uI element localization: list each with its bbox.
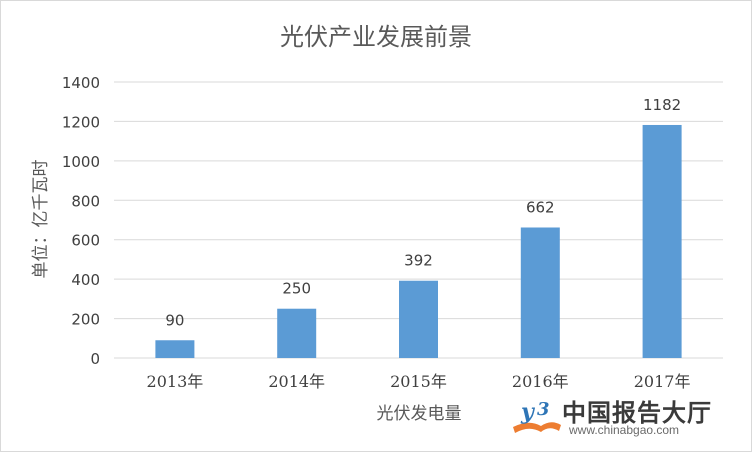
- y-tick-label: 1200: [62, 113, 100, 131]
- x-axis-ticks: 2013年 2014年 2015年 2016年 2017年: [147, 372, 691, 391]
- x-tick-label: 2015年: [390, 372, 447, 391]
- x-tick-label: 2017年: [634, 372, 691, 391]
- watermark-url: www.chinabgao.com: [569, 423, 680, 437]
- bars: [155, 124, 682, 358]
- data-labels: 90 250 392 662 1182: [165, 96, 681, 329]
- watermark: y 3 中国报告大厅 www.chinabgao.com: [507, 393, 737, 439]
- x-tick-label: 2013年: [147, 372, 204, 391]
- bar: [520, 227, 560, 358]
- data-label: 662: [526, 198, 555, 216]
- y-tick-label: 1000: [62, 153, 100, 171]
- bar: [642, 124, 682, 358]
- y-axis-title: 单位：亿千瓦时: [31, 160, 51, 279]
- chart-title: 光伏产业发展前景: [280, 23, 472, 51]
- svg-text:3: 3: [537, 399, 550, 420]
- data-label: 392: [404, 252, 433, 270]
- y-axis-ticks: 0 200 400 600 800 1000 1200 1400: [62, 74, 100, 368]
- bar: [277, 308, 317, 358]
- y-tick-label: 200: [71, 311, 100, 329]
- y-tick-label: 600: [71, 232, 100, 250]
- bar: [399, 280, 438, 358]
- y-tick-label: 400: [71, 271, 100, 289]
- chinabgao-logo-icon: y 3: [513, 399, 561, 433]
- x-axis-title: 光伏发电量: [377, 404, 462, 424]
- bar: [155, 340, 195, 358]
- y-tick-label: 0: [90, 350, 100, 368]
- data-label: 1182: [643, 96, 681, 114]
- y-tick-label: 1400: [62, 74, 100, 92]
- y-tick-label: 800: [71, 192, 100, 210]
- svg-text:y: y: [520, 399, 536, 425]
- x-tick-label: 2016年: [512, 372, 569, 391]
- watermark-name: 中国报告大厅: [562, 399, 712, 427]
- data-label: 250: [282, 280, 311, 298]
- x-tick-label: 2014年: [268, 372, 325, 391]
- data-label: 90: [165, 311, 184, 329]
- gridlines: [114, 81, 723, 359]
